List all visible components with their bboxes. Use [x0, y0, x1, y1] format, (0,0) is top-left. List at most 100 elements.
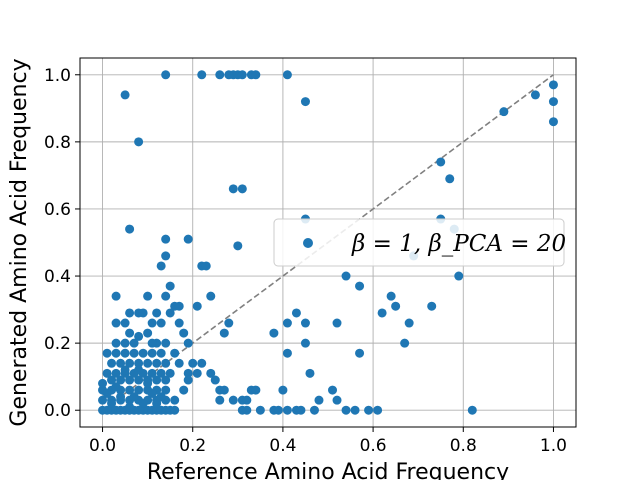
data-point-44: [179, 328, 189, 338]
data-point-72: [445, 174, 455, 184]
legend: β = 1, β_PCA = 20: [273, 218, 566, 267]
data-point-96: [152, 358, 162, 368]
data-point-75: [499, 107, 509, 117]
data-point-61: [355, 281, 365, 291]
data-point-195: [147, 338, 157, 348]
data-point-12: [134, 137, 144, 147]
data-point-58: [278, 385, 288, 395]
data-point-191: [152, 399, 162, 409]
data-point-90: [197, 358, 207, 368]
y-tick-label-3: 0.6: [44, 200, 71, 220]
data-point-18: [233, 241, 243, 251]
data-point-9: [282, 70, 292, 80]
data-point-31: [152, 308, 162, 318]
data-point-39: [156, 318, 166, 328]
data-point-95: [143, 358, 153, 368]
data-point-99: [102, 368, 112, 378]
data-point-43: [219, 328, 229, 338]
data-point-11: [300, 97, 310, 107]
data-point-66: [400, 338, 410, 348]
x-tick-label-4: 0.8: [450, 436, 477, 456]
legend-marker: [303, 238, 313, 248]
data-point-52: [282, 318, 292, 328]
data-point-8: [251, 70, 261, 80]
data-point-176: [364, 405, 374, 415]
data-point-161: [170, 405, 180, 415]
legend-label: β = 1, β_PCA = 20: [351, 231, 566, 257]
data-point-174: [341, 405, 351, 415]
data-point-28: [206, 291, 216, 301]
data-point-116: [152, 375, 162, 385]
data-point-6: [237, 70, 247, 80]
data-point-0: [161, 70, 171, 80]
data-point-10: [120, 90, 130, 100]
y-tick-label-2: 0.4: [44, 267, 71, 287]
data-point-84: [129, 348, 139, 358]
data-point-81: [102, 348, 112, 358]
data-point-88: [170, 348, 180, 358]
data-point-23: [165, 281, 175, 291]
data-point-100: [111, 368, 121, 378]
data-point-25: [143, 291, 153, 301]
data-point-45: [143, 328, 153, 338]
y-axis-label: Generated Amino Acid Frequency: [7, 58, 32, 426]
data-point-109: [206, 368, 216, 378]
data-point-54: [300, 318, 310, 328]
plot-frame: [79, 57, 577, 428]
data-point-144: [251, 385, 261, 395]
data-point-189: [143, 378, 153, 388]
data-point-114: [134, 375, 144, 385]
data-point-186: [129, 392, 139, 402]
data-point-93: [125, 358, 135, 368]
data-point-27: [192, 301, 202, 311]
data-point-15: [125, 224, 135, 234]
data-point-19: [161, 251, 171, 261]
data-point-97: [161, 358, 171, 368]
data-point-188: [138, 399, 148, 409]
data-point-35: [138, 308, 148, 318]
data-point-38: [147, 318, 157, 328]
data-point-78: [548, 97, 558, 107]
data-point-192: [156, 392, 166, 402]
data-point-14: [237, 184, 247, 194]
data-point-182: [111, 382, 121, 392]
x-tick-label-5: 1.0: [540, 436, 567, 456]
data-point-170: [309, 405, 319, 415]
data-point-20: [156, 261, 166, 271]
data-point-164: [255, 405, 265, 415]
y-tick-label-5: 1.0: [44, 66, 71, 86]
data-point-22: [201, 261, 211, 271]
y-tick-label-4: 0.8: [44, 133, 71, 153]
y-axis-ticks: 0.0 0.2 0.4 0.6 0.8 1.0: [44, 66, 80, 421]
data-point-82: [111, 348, 121, 358]
data-point-1: [197, 70, 207, 80]
data-point-106: [165, 368, 175, 378]
data-point-40: [174, 318, 184, 328]
data-point-120: [219, 385, 229, 395]
data-point-24: [111, 291, 121, 301]
data-point-2: [215, 70, 225, 80]
data-point-26: [161, 291, 171, 301]
data-point-16: [161, 234, 171, 244]
data-point-69: [427, 301, 437, 311]
data-point-175: [350, 405, 360, 415]
x-tick-label-2: 0.4: [269, 436, 296, 456]
data-point-113: [125, 375, 135, 385]
data-point-86: [147, 348, 157, 358]
x-tick-label-0: 0.0: [89, 436, 116, 456]
data-point-190: [147, 388, 157, 398]
data-point-94: [134, 358, 144, 368]
data-point-64: [386, 291, 396, 301]
data-point-194: [134, 331, 144, 341]
data-point-89: [188, 358, 198, 368]
data-point-118: [183, 375, 193, 385]
data-point-55: [282, 348, 292, 358]
data-point-172: [328, 385, 338, 395]
data-point-57: [305, 368, 315, 378]
data-point-183: [116, 392, 126, 402]
y-tick-label-0: 0.0: [44, 401, 71, 421]
data-point-138: [170, 395, 180, 405]
data-point-77: [548, 80, 558, 90]
data-point-187: [134, 365, 144, 375]
